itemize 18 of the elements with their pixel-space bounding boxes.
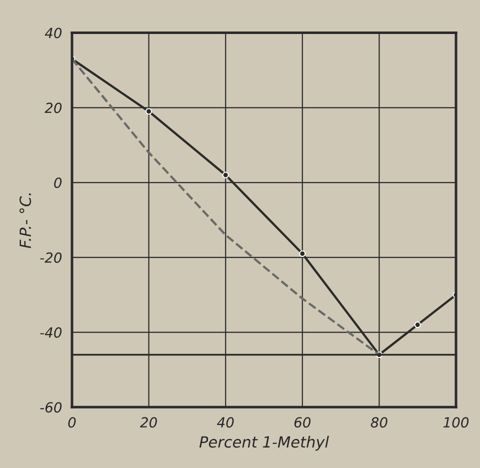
y-tick-label: 40: [44, 28, 62, 38]
x-tick-label: 0: [68, 417, 76, 428]
point: [299, 250, 306, 257]
y-tick-label: -60: [40, 402, 62, 413]
x-tick-label: 40: [217, 417, 234, 428]
point: [146, 108, 152, 115]
x-tick-label: 80: [370, 417, 388, 428]
x-tick-label: 100: [443, 417, 469, 428]
point: [222, 172, 229, 178]
y-axis-title: F.P.- °C.: [20, 193, 32, 248]
y-tick-label: 20: [44, 102, 62, 114]
x-axis-title: Percent 1-Methyl: [199, 436, 329, 451]
point: [414, 321, 421, 328]
y-tick-label: 0: [54, 177, 62, 188]
x-tick-label: 20: [140, 417, 157, 428]
x-tick-label: 60: [294, 417, 311, 428]
y-tick-label: -20: [40, 252, 62, 263]
y-tick-label: -40: [40, 327, 62, 338]
